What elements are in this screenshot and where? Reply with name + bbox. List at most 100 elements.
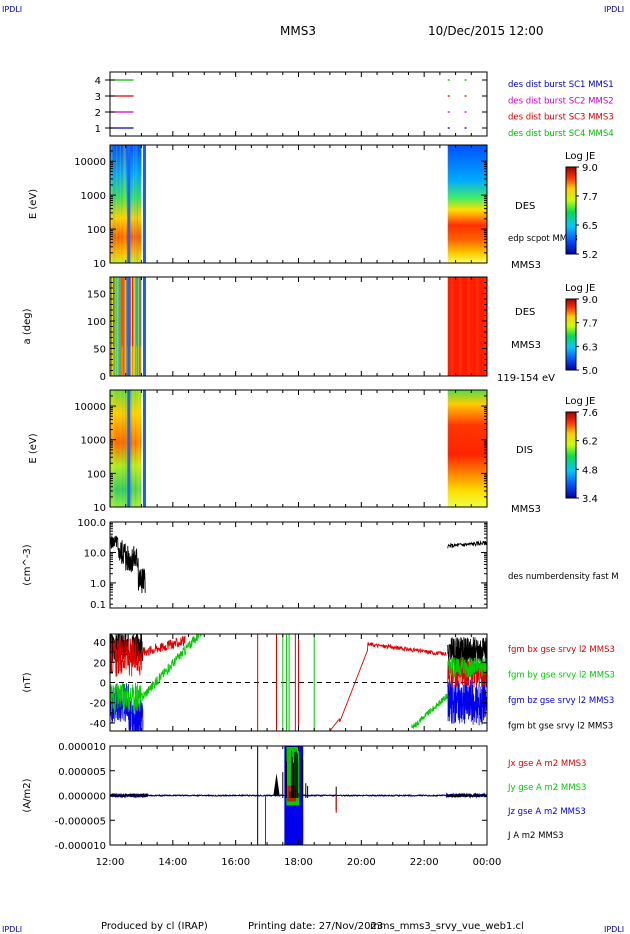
spectrogram-column	[132, 145, 135, 263]
j-line	[445, 792, 487, 798]
spectrogram-column	[122, 145, 124, 263]
spectrogram-column	[124, 145, 127, 263]
y-tick-label: -20	[90, 699, 106, 710]
spectrogram-column	[135, 145, 138, 263]
spectrogram-column	[110, 390, 112, 507]
colorbar-des_energy	[565, 166, 577, 255]
colorbar-tick-label: 7.7	[582, 192, 598, 203]
panel-density: 100.0 10.0 1.0 0.1 (cm^-3) des numberdensity …	[22, 518, 619, 611]
y-tick-label: -40	[90, 719, 106, 730]
corner-label-top-right: IPDLI	[604, 5, 624, 14]
legend-entry: fgm by gse srvy l2 MMS3	[508, 671, 615, 681]
bz-line	[447, 679, 487, 726]
spectrogram-column	[478, 277, 482, 376]
spectrogram-column	[116, 277, 118, 376]
spectrogram-column	[130, 390, 133, 507]
spectrogram-column	[140, 390, 143, 507]
spectrogram-gap	[141, 145, 144, 263]
spectrogram-column	[112, 390, 115, 507]
y-tick-label: 20	[93, 658, 106, 669]
panel-bfield: 40 20 0 -20 -40 (nT) fgm bx gse srvy l2 MMS3 fg…	[22, 633, 615, 732]
spectrogram-column	[135, 277, 137, 376]
y-tick-label: 0.000000	[58, 792, 106, 803]
spectrogram-column	[137, 277, 139, 376]
spectrogram-column	[115, 346, 117, 376]
bx-line	[110, 635, 186, 678]
spectrogram-column	[117, 145, 120, 263]
y-tick-label: 10.0	[84, 548, 106, 559]
spectrogram-column	[117, 277, 119, 376]
spectrogram-block	[447, 390, 487, 507]
panel-current-plot-area	[110, 746, 487, 845]
spectrogram-column	[119, 145, 122, 263]
spectrogram-column	[137, 390, 140, 507]
spectrogram-column	[116, 145, 118, 263]
panel-bfield-plot-area	[110, 634, 487, 731]
y-tick-label: 1000	[81, 436, 106, 447]
panel-dis_energy-frame	[109, 389, 488, 508]
footer-file: mms_mms3_srvy_vue_web1.cl	[370, 921, 524, 932]
colorbar-title: Log JE	[565, 151, 595, 162]
corner-label-bottom-left: IPDLI	[2, 925, 22, 934]
y-tick-label: 100	[87, 225, 106, 236]
spectrogram-column	[125, 277, 128, 376]
spectrogram-column	[138, 390, 141, 507]
y-axis-label: (cm^-3)	[22, 544, 33, 585]
spectrogram-column	[123, 145, 126, 263]
spectrogram-column	[461, 277, 466, 376]
x-tick-label: 00:00	[473, 857, 502, 868]
spectrogram-column	[118, 390, 121, 507]
spectrogram-column	[131, 145, 134, 263]
spectrogram-column	[458, 277, 463, 376]
spectrogram-column	[133, 390, 136, 507]
spectrogram-column	[113, 145, 116, 263]
panel-des_energy-plot-area	[110, 145, 487, 263]
spectrogram-column	[136, 145, 139, 263]
spectrogram-column	[132, 145, 135, 263]
spectrogram-column	[130, 390, 133, 507]
spectrogram-column	[140, 277, 143, 376]
spectrogram-column	[115, 277, 117, 376]
spectrogram-column	[123, 390, 126, 507]
colorbar-tick-label: 4.8	[582, 465, 598, 476]
y-tick-label: 1.0	[90, 579, 106, 590]
y-tick-label: 150	[87, 290, 106, 301]
panel-des_energy-frame	[109, 144, 488, 264]
spectrogram-gap	[141, 277, 144, 376]
spectrogram-column	[133, 346, 135, 376]
y-tick-label: 100.0	[77, 518, 106, 529]
current-spike	[273, 773, 280, 796]
legend-entry: Jy gse A m2 MMS3	[507, 783, 586, 793]
panel-density-frame	[109, 521, 488, 609]
y-tick-label: 40	[93, 638, 106, 649]
colorbar-tick-label: 9.0	[582, 295, 598, 306]
y-tick-label: 10	[93, 503, 106, 514]
spectrogram-gap	[141, 390, 144, 507]
density-line	[447, 540, 487, 549]
spectrogram-column	[123, 277, 126, 376]
panel-label: 119-154 eV	[497, 373, 555, 384]
spectrogram-column	[110, 145, 112, 263]
y-tick-label: 0.000005	[58, 767, 106, 778]
spectrogram-column	[115, 390, 118, 507]
corner-label-top-left: IPDLI	[2, 5, 22, 14]
x-tick-label: 16:00	[221, 857, 250, 868]
panel-dis_energy: 10000 1000 100 10 E (eV) DIS MMS3 Log JE7.6 6.2 4…	[28, 389, 598, 515]
colorbar-tick-label: 3.4	[582, 494, 598, 505]
spectrogram-column	[131, 390, 134, 507]
panel-burst-frame	[109, 71, 488, 137]
spectrogram-column	[133, 277, 135, 376]
x-tick-label: 14:00	[158, 857, 187, 868]
spectrogram-column	[142, 145, 146, 263]
spectrogram-column	[135, 145, 138, 263]
spectrogram-column	[119, 145, 122, 263]
panel-des_energy: 10000 1000 100 10 E (eV) DES edp scpot MMS3 MMS…	[28, 144, 598, 271]
spectrogram-column	[142, 277, 146, 376]
spectrogram-column	[134, 277, 136, 376]
spectrogram-column	[122, 145, 124, 263]
spectrogram-column	[111, 390, 114, 507]
spectrogram-column	[133, 390, 136, 507]
spectrogram-column	[131, 390, 134, 507]
spectrogram-column	[114, 390, 117, 507]
spectrogram-column	[136, 390, 139, 507]
